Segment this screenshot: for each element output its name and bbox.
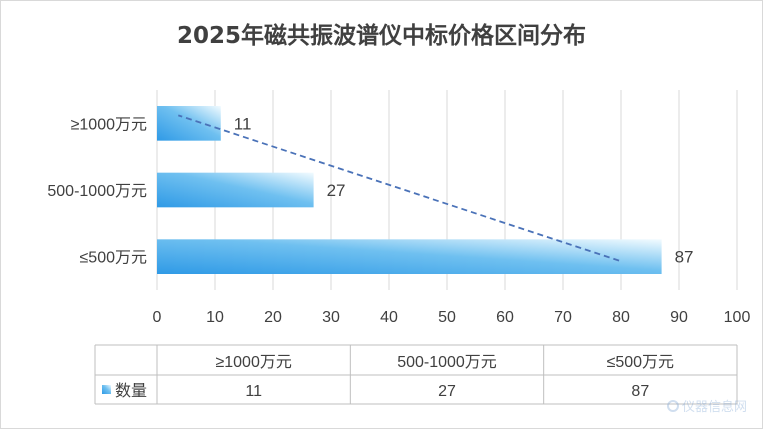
bar xyxy=(157,172,314,208)
table-value-cell: 27 xyxy=(438,383,456,400)
x-tick-label: 0 xyxy=(153,309,162,326)
bar xyxy=(157,106,221,141)
table-header-cell: ≤500万元 xyxy=(607,354,674,371)
table-value-cell: 11 xyxy=(245,383,262,400)
x-tick-label: 60 xyxy=(496,309,514,326)
x-tick-label: 80 xyxy=(612,309,630,326)
y-tick-label: ≥1000万元 xyxy=(71,116,147,133)
x-tick-label: 100 xyxy=(724,309,751,326)
bar xyxy=(157,239,662,274)
y-tick-label: 500-1000万元 xyxy=(47,183,147,200)
legend-swatch xyxy=(102,385,111,394)
chart-title: 2025年磁共振波谱仪中标价格区间分布 xyxy=(176,23,586,49)
watermark-logo-icon xyxy=(666,399,679,412)
x-tick-label: 50 xyxy=(438,309,456,326)
x-tick-label: 70 xyxy=(554,309,572,326)
data-label: 11 xyxy=(234,114,252,133)
watermark-text: 仪器信息网 xyxy=(681,400,747,415)
watermark: 仪器信息网 xyxy=(666,396,747,415)
table-header-cell: ≥1000万元 xyxy=(215,354,291,371)
x-tick-label: 90 xyxy=(670,309,688,326)
x-tick-label: 10 xyxy=(206,309,224,326)
x-tick-label: 40 xyxy=(380,309,398,326)
table-value-cell: 87 xyxy=(631,383,649,400)
trendline xyxy=(177,114,620,262)
legend-label: 数量 xyxy=(115,382,147,400)
data-label: 27 xyxy=(327,181,346,200)
table-header-cell: 500-1000万元 xyxy=(397,354,497,371)
x-tick-label: 30 xyxy=(322,309,340,326)
data-label: 87 xyxy=(675,248,694,267)
y-tick-label: ≤500万元 xyxy=(80,250,147,267)
x-tick-label: 20 xyxy=(264,309,282,326)
